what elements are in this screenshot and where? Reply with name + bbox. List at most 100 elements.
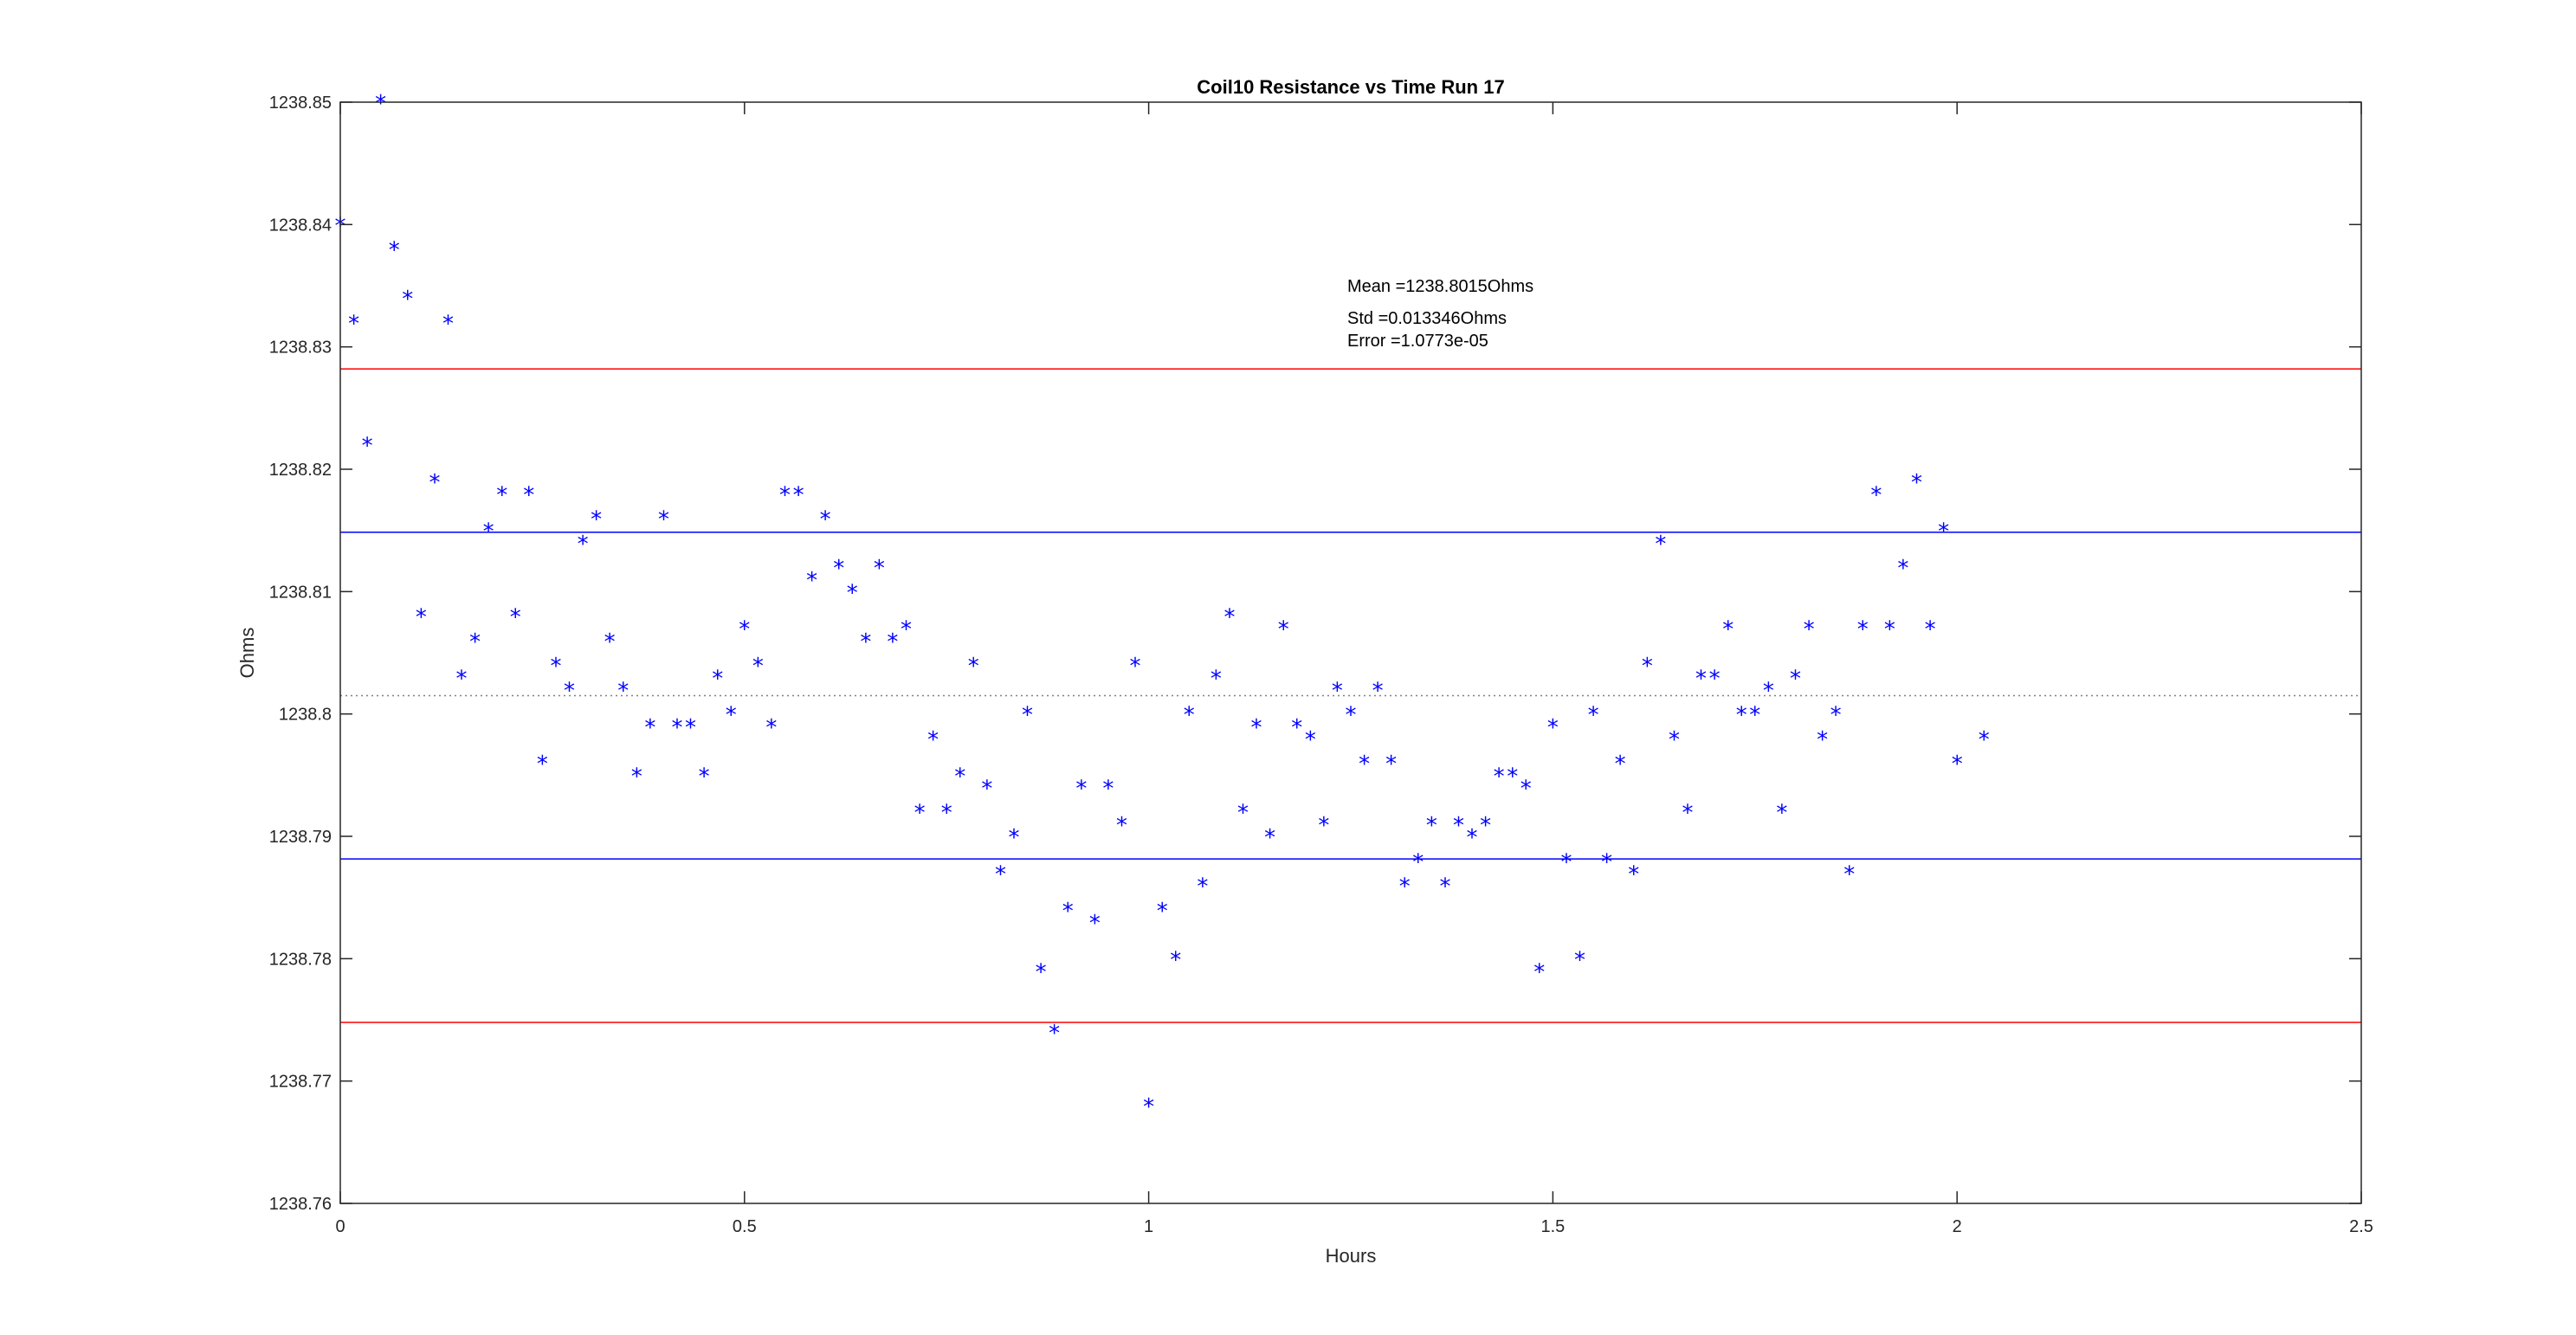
y-tick-label: 1238.81 bbox=[269, 583, 332, 602]
x-axis-label: Hours bbox=[1326, 1245, 1377, 1267]
data-point: * bbox=[847, 580, 858, 606]
data-point: * bbox=[1857, 617, 1869, 643]
data-point: * bbox=[1480, 813, 1491, 839]
data-point: * bbox=[389, 238, 400, 264]
data-point: * bbox=[820, 507, 831, 533]
data-point: * bbox=[1830, 703, 1842, 729]
data-point: * bbox=[1372, 678, 1384, 704]
data-point: * bbox=[1884, 617, 1895, 643]
data-point: * bbox=[712, 666, 723, 692]
data-point: * bbox=[1036, 959, 1047, 985]
chart-title: Coil10 Resistance vs Time Run 17 bbox=[1197, 76, 1504, 98]
data-point: * bbox=[1075, 776, 1087, 802]
data-point: * bbox=[1318, 813, 1329, 839]
data-point: * bbox=[1022, 703, 1033, 729]
data-point: * bbox=[914, 801, 926, 827]
data-point: * bbox=[1291, 715, 1302, 741]
data-point: * bbox=[1574, 947, 1585, 973]
data-point: * bbox=[429, 470, 440, 496]
data-point: * bbox=[456, 666, 468, 692]
data-point: * bbox=[1911, 470, 1922, 496]
data-point: * bbox=[1682, 801, 1694, 827]
data-point: * bbox=[550, 654, 561, 680]
reference-lines bbox=[340, 368, 2361, 1023]
data-point: * bbox=[1197, 874, 1208, 900]
data-point: * bbox=[1736, 703, 1747, 729]
data-point: * bbox=[1170, 947, 1181, 973]
annotation-mean: Mean =1238.8015Ohms bbox=[1347, 277, 1533, 296]
data-point: * bbox=[1049, 1021, 1060, 1047]
data-point: * bbox=[1143, 1094, 1154, 1120]
data-point: * bbox=[1346, 703, 1357, 729]
data-point: * bbox=[1615, 751, 1626, 777]
axes-box bbox=[339, 101, 2362, 1204]
data-point: * bbox=[833, 556, 844, 582]
data-point: * bbox=[1507, 764, 1518, 790]
data-point: * bbox=[1305, 727, 1316, 753]
data-point: * bbox=[1453, 813, 1464, 839]
data-point: * bbox=[1925, 617, 1936, 643]
data-point: * bbox=[658, 507, 669, 533]
x-axis: 0 0.5 1 1.5 2 2.5 bbox=[335, 102, 2373, 1236]
data-point: * bbox=[1804, 617, 1815, 643]
x-tick-label: 0 bbox=[335, 1217, 345, 1236]
data-point: * bbox=[1533, 959, 1545, 985]
data-point: * bbox=[1763, 678, 1774, 704]
data-point: * bbox=[578, 532, 589, 558]
data-point: * bbox=[1749, 703, 1760, 729]
y-tick-label: 1238.78 bbox=[269, 950, 332, 969]
x-tick-label: 2 bbox=[1953, 1217, 1962, 1236]
data-point: * bbox=[981, 776, 992, 802]
data-point: * bbox=[1722, 617, 1733, 643]
plot-area bbox=[340, 102, 2361, 1203]
data-point: * bbox=[1642, 654, 1653, 680]
data-point: * bbox=[1399, 874, 1411, 900]
x-tick-label: 1 bbox=[1144, 1217, 1153, 1236]
data-point: * bbox=[739, 617, 750, 643]
data-point: * bbox=[1102, 776, 1114, 802]
data-point: * bbox=[1385, 751, 1397, 777]
data-point: * bbox=[699, 764, 710, 790]
data-point: * bbox=[806, 568, 817, 594]
data-point: * bbox=[1709, 666, 1721, 692]
data-point: * bbox=[617, 678, 629, 704]
data-point: * bbox=[1560, 849, 1572, 875]
data-point: * bbox=[726, 703, 737, 729]
data-point: * bbox=[442, 311, 454, 337]
data-point: * bbox=[1938, 519, 1949, 545]
data-points: * * * * * * * * * * * * * * * * * * * * * * * * * * * * * * * * * * * * * * * *… bbox=[335, 91, 1990, 1120]
data-point: * bbox=[672, 715, 683, 741]
data-point: * bbox=[1952, 751, 1963, 777]
data-point: * bbox=[523, 482, 534, 508]
data-point: * bbox=[1130, 654, 1141, 680]
data-point: * bbox=[1251, 715, 1262, 741]
data-point: * bbox=[1897, 556, 1908, 582]
data-point: * bbox=[860, 629, 871, 655]
data-point: * bbox=[954, 764, 965, 790]
y-axis-label: Ohms bbox=[236, 628, 258, 679]
data-point: * bbox=[1655, 532, 1666, 558]
data-point: * bbox=[1467, 825, 1478, 851]
data-point: * bbox=[995, 861, 1006, 887]
data-point: * bbox=[685, 715, 696, 741]
annotation-std: Std =0.013346Ohms bbox=[1347, 309, 1507, 328]
data-point: * bbox=[887, 629, 898, 655]
data-point: * bbox=[1157, 899, 1168, 925]
x-tick-label: 2.5 bbox=[2349, 1217, 2373, 1236]
data-point: * bbox=[1116, 813, 1127, 839]
data-point: * bbox=[510, 605, 521, 631]
data-point: * bbox=[779, 482, 791, 508]
data-point: * bbox=[483, 519, 494, 545]
data-point: * bbox=[496, 482, 507, 508]
data-point: * bbox=[1008, 825, 1019, 851]
data-point: * bbox=[1843, 861, 1855, 887]
data-point: * bbox=[1520, 776, 1532, 802]
x-tick-label: 0.5 bbox=[733, 1217, 757, 1236]
data-point: * bbox=[765, 715, 777, 741]
data-point: * bbox=[537, 751, 548, 777]
y-tick-label: 1238.84 bbox=[269, 216, 332, 235]
data-point: * bbox=[1494, 764, 1505, 790]
data-point: * bbox=[1223, 605, 1235, 631]
y-axis: 1238.76 1238.77 1238.78 1238.79 1238.8 1238.8… bbox=[269, 94, 2361, 1214]
